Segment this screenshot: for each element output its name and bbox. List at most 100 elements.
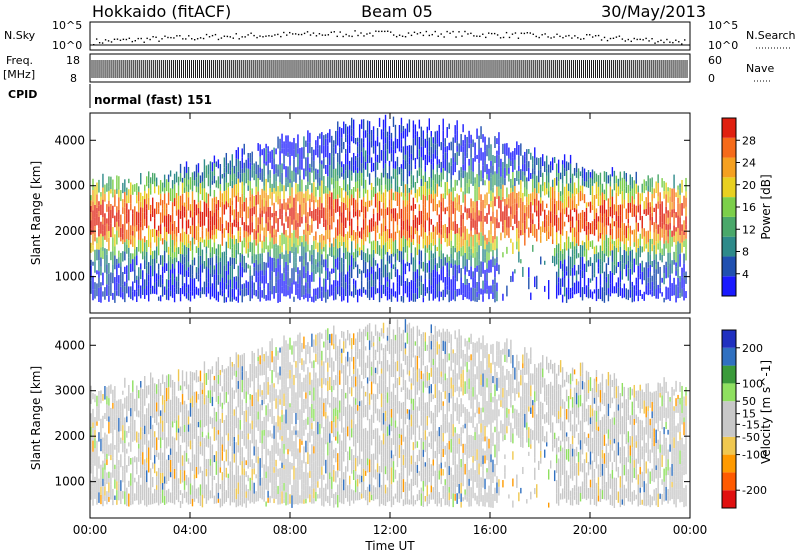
nsky-tick-top: 10^5 [52,19,82,32]
nsky-point [354,30,356,32]
nsky-point [586,34,588,36]
nsky-point [624,40,627,42]
nsky-point [562,36,564,39]
nsky-point [321,34,324,36]
nsky-point [167,36,169,39]
nsky-point [395,35,398,38]
nsky-point [675,39,677,41]
freq-unit: [MHz] [3,68,35,81]
nsky-point [496,34,499,36]
nsky-point [291,33,294,35]
nsky-point [663,41,665,44]
nsky-point [455,36,457,38]
nsky-point [250,32,252,34]
nsky-point [470,32,472,35]
nsky-point [98,42,101,44]
nsky-point [398,34,401,36]
nsky-point [330,31,332,34]
nsky-point [583,37,585,40]
nsky-point [324,34,327,36]
nsky-point [185,38,187,40]
nsky-point [511,33,514,35]
nsky-point [390,31,392,33]
nsky-point [633,37,635,40]
nsky-point [541,34,543,36]
nsky-point [559,35,561,38]
power-x-ticks [89,113,691,313]
nsky-point [425,30,428,33]
nsky-point [366,33,368,35]
nsky-point [654,42,656,44]
nsky-point [205,33,208,36]
cpid-label: CPID [8,88,37,101]
colorbar-tick-label: 16 [742,201,756,214]
nsky-point [128,37,131,40]
nsky-point [514,32,517,34]
nsky-point [639,38,641,41]
nsky-point [384,30,386,33]
nsky-label: N.Sky [4,29,36,42]
y-tick-label: 1000 [54,270,85,284]
nsky-point [547,36,549,38]
nsky-point [529,32,531,34]
nsky-point [428,34,431,37]
colorbar-segment [722,197,736,217]
nsky-point [256,36,258,39]
nsky-point [297,33,300,36]
nsky-point [660,39,662,42]
nsky-point [553,36,555,38]
power-field [90,114,687,303]
cpid-value: normal (fast) 151 [94,93,212,107]
colorbar-tick-label: 8 [742,246,749,259]
nsky-point [387,30,389,32]
nsky-point [630,40,632,43]
nsky-point [107,40,110,42]
nsky-point [378,30,380,33]
nsky-point [327,34,330,36]
nsky-point [342,35,344,38]
nsky-point [149,38,151,41]
nsky-point [458,31,460,33]
nsky-point [615,36,618,38]
nsky-point [283,31,285,34]
nsky-frame [89,21,691,51]
nsky-point [520,32,523,34]
nsky-point [666,38,668,41]
nsky-point [226,35,229,38]
colorbar-segment [722,137,736,158]
nsky-point [473,35,475,37]
nsky-point [294,33,297,35]
nsky-point [591,36,594,38]
nsky-point [618,35,621,37]
freq-strip: Freq. [MHz] 18 8 60 0 Nave [3,53,774,85]
nsky-point [422,34,425,37]
nave-label: Nave [746,62,774,75]
nsky-point [609,37,612,40]
nsky-point [119,39,122,42]
nsky-point [535,35,537,38]
nsky-point [681,43,683,45]
nsky-point [155,36,157,38]
nsky-point [490,32,493,35]
nsky-point [95,38,98,40]
colorbar-segment [722,118,736,138]
nsky-point [238,38,240,40]
nsky-point [556,33,558,35]
nsky-point [179,35,181,37]
nsky-point [413,31,416,34]
nsky-tick-bottom: 10^0 [52,39,82,52]
nsky-point [229,36,232,38]
nsky-point [271,35,273,37]
nsky-point [372,35,374,37]
colorbar-segment [722,256,736,277]
nsky-point [446,30,448,33]
date-title: 30/May/2013 [601,2,706,21]
nsky-point [532,33,534,35]
nsky-point [140,37,142,40]
nsky-point [600,39,603,41]
nsky-point [431,33,433,36]
station-title: Hokkaido (fitACF) [92,2,231,21]
nsky-point [369,32,371,34]
